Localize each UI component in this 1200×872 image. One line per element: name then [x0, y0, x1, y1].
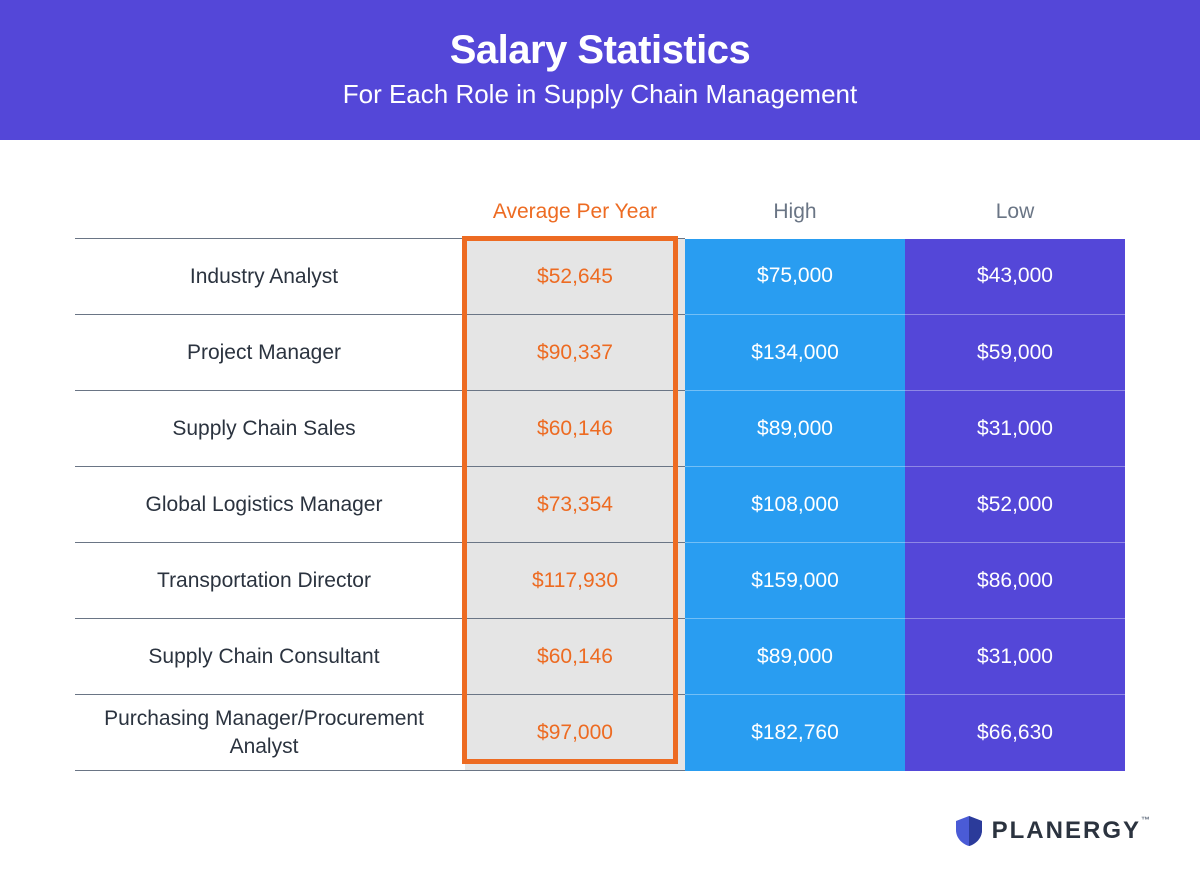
table-row: Purchasing Manager/Procurement Analyst $… — [75, 695, 1125, 771]
cell-avg: $90,337 — [465, 315, 685, 391]
brand-text: PLANERGY — [992, 817, 1141, 844]
table-row: Global Logistics Manager $73,354 $108,00… — [75, 467, 1125, 543]
cell-low: $31,000 — [905, 391, 1125, 467]
table-row: Supply Chain Consultant $60,146 $89,000 … — [75, 619, 1125, 695]
trademark-symbol: ™ — [1141, 815, 1152, 825]
footer-brand: PLANERGY™ — [956, 816, 1152, 846]
salary-table: Average Per Year High Low Industry Analy… — [75, 190, 1125, 771]
col-header-average: Average Per Year — [465, 190, 685, 239]
header: Salary Statistics For Each Role in Suppl… — [0, 0, 1200, 140]
cell-avg: $97,000 — [465, 695, 685, 771]
cell-low: $43,000 — [905, 239, 1125, 315]
table-row: Supply Chain Sales $60,146 $89,000 $31,0… — [75, 391, 1125, 467]
cell-role: Industry Analyst — [75, 239, 465, 315]
content-area: Average Per Year High Low Industry Analy… — [0, 140, 1200, 771]
cell-role: Project Manager — [75, 315, 465, 391]
cell-low: $31,000 — [905, 619, 1125, 695]
cell-high: $134,000 — [685, 315, 905, 391]
cell-high: $108,000 — [685, 467, 905, 543]
shield-icon — [956, 816, 982, 846]
cell-avg: $52,645 — [465, 239, 685, 315]
table-row: Transportation Director $117,930 $159,00… — [75, 543, 1125, 619]
cell-low: $86,000 — [905, 543, 1125, 619]
table-header-row: Average Per Year High Low — [75, 190, 1125, 239]
cell-role: Transportation Director — [75, 543, 465, 619]
page-subtitle: For Each Role in Supply Chain Management — [0, 79, 1200, 110]
brand-name: PLANERGY™ — [992, 817, 1152, 845]
col-header-low: Low — [905, 190, 1125, 239]
cell-high: $89,000 — [685, 619, 905, 695]
cell-high: $75,000 — [685, 239, 905, 315]
col-header-high: High — [685, 190, 905, 239]
cell-high: $159,000 — [685, 543, 905, 619]
cell-role: Global Logistics Manager — [75, 467, 465, 543]
cell-avg: $73,354 — [465, 467, 685, 543]
col-header-role — [75, 190, 465, 239]
cell-role: Supply Chain Sales — [75, 391, 465, 467]
cell-low: $59,000 — [905, 315, 1125, 391]
cell-avg: $60,146 — [465, 619, 685, 695]
cell-avg: $117,930 — [465, 543, 685, 619]
table-row: Industry Analyst $52,645 $75,000 $43,000 — [75, 239, 1125, 315]
cell-low: $66,630 — [905, 695, 1125, 771]
cell-high: $182,760 — [685, 695, 905, 771]
table-row: Project Manager $90,337 $134,000 $59,000 — [75, 315, 1125, 391]
cell-avg: $60,146 — [465, 391, 685, 467]
table-body: Industry Analyst $52,645 $75,000 $43,000… — [75, 239, 1125, 771]
cell-role: Purchasing Manager/Procurement Analyst — [75, 695, 465, 771]
page-title: Salary Statistics — [0, 28, 1200, 73]
cell-high: $89,000 — [685, 391, 905, 467]
cell-role-text: Purchasing Manager/Procurement Analyst — [75, 705, 453, 760]
cell-low: $52,000 — [905, 467, 1125, 543]
cell-role: Supply Chain Consultant — [75, 619, 465, 695]
